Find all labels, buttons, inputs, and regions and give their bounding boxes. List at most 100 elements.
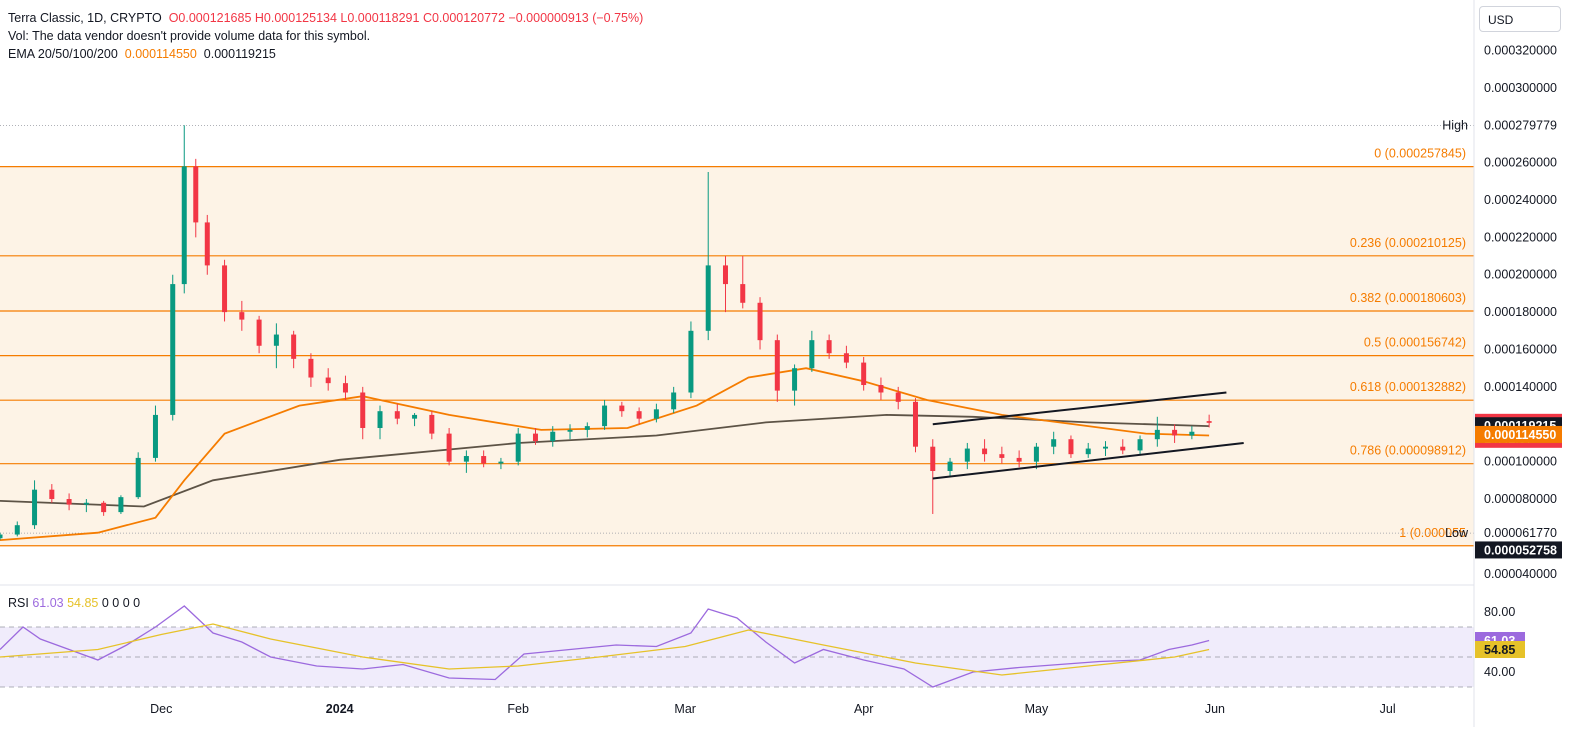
ema-fast-line xyxy=(0,367,1210,541)
rsi-badge-value: 54.85 xyxy=(1484,643,1515,657)
candle-body xyxy=(912,401,918,447)
candle-body xyxy=(774,340,780,391)
fib-label: 0.236 (0.000210125) xyxy=(1350,236,1466,250)
candle-body xyxy=(619,405,625,412)
candle-body xyxy=(1103,446,1108,449)
extreme-tag: Low xyxy=(1445,526,1469,540)
candle-body xyxy=(193,166,199,223)
fib-label: 1 (0.000055 xyxy=(1399,526,1466,540)
candle-body xyxy=(1189,431,1195,436)
extreme-value: 0.000061770 xyxy=(1484,526,1557,540)
candle-body xyxy=(826,340,832,354)
candle-body xyxy=(688,330,694,393)
candle-body xyxy=(222,265,228,313)
price-tick-label: 0.000040000 xyxy=(1484,567,1557,581)
candle-body xyxy=(1154,429,1160,440)
ohlc-legend: Terra Classic, 1D, CRYPTO O0.000121685 H… xyxy=(8,9,643,27)
price-tick-label: 0.000240000 xyxy=(1484,193,1557,207)
price-tick-label: 0.000220000 xyxy=(1484,230,1557,244)
candle-body xyxy=(32,489,38,526)
price-tick-label: 0.000180000 xyxy=(1484,305,1557,319)
candle-body xyxy=(1206,421,1212,423)
candle-body xyxy=(792,368,798,391)
channel-upper-line xyxy=(932,391,1227,426)
time-tick-label: 2024 xyxy=(326,702,354,716)
candle-body xyxy=(446,433,452,462)
volume-note: Vol: The data vendor doesn't provide vol… xyxy=(8,29,371,43)
candle-body xyxy=(181,166,187,285)
price-badge xyxy=(1475,541,1562,559)
candle-body xyxy=(0,534,3,539)
time-tick-label: Mar xyxy=(674,702,696,716)
fib-label: 0.5 (0.000156742) xyxy=(1364,336,1466,350)
candle-body xyxy=(412,414,418,419)
candle-body xyxy=(83,502,89,505)
candle-body xyxy=(722,265,728,285)
candle-body xyxy=(567,429,573,432)
currency-selector[interactable]: USD xyxy=(1479,6,1561,32)
candle-body xyxy=(809,340,815,369)
candle-body xyxy=(135,457,141,498)
candle-body xyxy=(342,383,348,393)
candle-body xyxy=(429,414,435,434)
rsi-badge xyxy=(1475,641,1525,658)
time-tick-label: Apr xyxy=(854,702,873,716)
ohlc-low: L0.000118291 xyxy=(340,11,420,25)
ema-label: EMA 20/50/100/200 xyxy=(8,47,118,61)
ema-legend[interactable]: EMA 20/50/100/200 0.000114550 0.00011921… xyxy=(8,45,276,63)
ema-value-fast: 0.000114550 xyxy=(124,47,197,61)
candle-body xyxy=(1033,446,1039,462)
candle-body xyxy=(843,353,849,363)
extreme-tag: High xyxy=(1442,119,1468,133)
price-tick-label: 0.000140000 xyxy=(1484,380,1557,394)
rsi-legend[interactable]: RSI 61.03 54.85 0 0 0 0 xyxy=(8,596,140,610)
rsi-label: RSI xyxy=(8,596,29,610)
candle-body xyxy=(671,392,677,410)
candle-body xyxy=(377,411,383,429)
rsi-value: 61.03 xyxy=(32,596,64,610)
symbol-label[interactable]: Terra Classic, 1D, CRYPTO xyxy=(8,11,162,25)
time-tick-label: Feb xyxy=(507,702,529,716)
candle-body xyxy=(1120,446,1126,451)
ema-value-slow: 0.000119215 xyxy=(203,47,276,61)
price-badge xyxy=(1475,425,1562,443)
candle-body xyxy=(964,448,970,462)
candle-body xyxy=(1172,429,1178,436)
candle-body xyxy=(291,334,297,359)
rsi-tick-label: 80.00 xyxy=(1484,605,1515,619)
candle-body xyxy=(204,222,210,266)
time-tick-label: Jul xyxy=(1380,702,1396,716)
fib-label: 0.382 (0.000180603) xyxy=(1350,291,1466,305)
candle-body xyxy=(481,456,487,464)
candle-body xyxy=(1016,457,1022,462)
fib-label: 0 (0.000257845) xyxy=(1374,147,1466,161)
rsi-extra-values: 0 0 0 0 xyxy=(101,596,141,610)
candle-body xyxy=(1085,448,1091,455)
candle-body xyxy=(118,497,124,513)
price-tick-label: 0.000080000 xyxy=(1484,492,1557,506)
time-tick-label: Dec xyxy=(150,702,172,716)
candle-body xyxy=(394,411,400,419)
price-tick-label: 0.000200000 xyxy=(1484,268,1557,282)
candle-body xyxy=(947,461,953,471)
candle-body xyxy=(532,433,538,442)
candle-body xyxy=(740,284,746,303)
extreme-value: 0.000279779 xyxy=(1484,119,1557,133)
channel-lower-line xyxy=(932,441,1244,480)
candle-body xyxy=(878,385,884,393)
candle-body xyxy=(982,448,988,455)
candle-body xyxy=(239,312,245,320)
candle-body xyxy=(705,265,711,331)
candle-body xyxy=(636,411,642,419)
price-badge-value: 0.000052758 xyxy=(1484,543,1557,557)
candle-body xyxy=(1051,439,1057,447)
ema-slow-line xyxy=(0,413,1210,508)
price-tick-label: 0.000260000 xyxy=(1484,156,1557,170)
candle-body xyxy=(152,414,158,458)
candle-body xyxy=(49,489,55,500)
fib-label: 0.786 (0.000098912) xyxy=(1350,444,1466,458)
rsi-tick-label: 40.00 xyxy=(1484,665,1515,679)
candle-body xyxy=(66,499,72,505)
time-tick-label: Jun xyxy=(1205,702,1225,716)
